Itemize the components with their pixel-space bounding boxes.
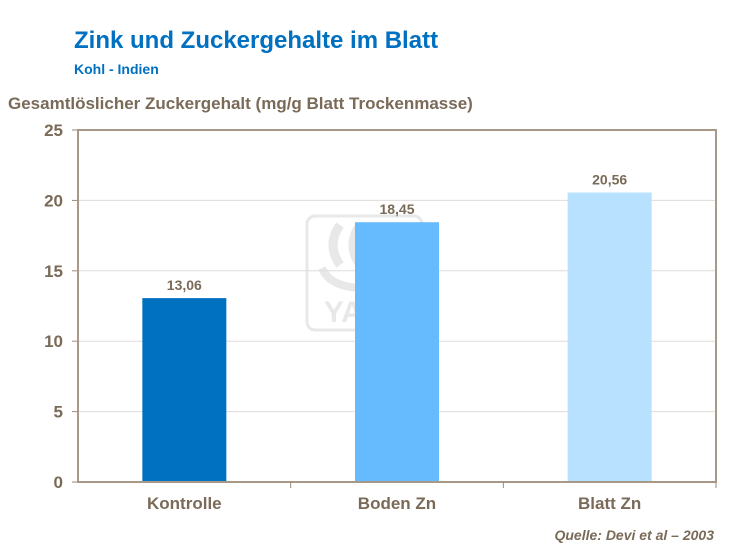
chart-title: Zink und Zuckergehalte im Blatt <box>74 27 439 54</box>
data-label: 13,06 <box>167 277 202 293</box>
x-tick-label: Blatt Zn <box>578 494 641 513</box>
data-label: 18,45 <box>379 201 414 217</box>
plot-area-border <box>77 129 717 483</box>
chart-subtitle: Kohl - Indien <box>74 61 159 77</box>
y-tick-label: 25 <box>44 121 63 140</box>
x-tick-label: Boden Zn <box>358 494 436 513</box>
y-axis-label: Gesamtlöslicher Zuckergehalt (mg/g Blatt… <box>8 94 473 113</box>
bar <box>355 222 439 482</box>
data-label: 20,56 <box>592 172 627 188</box>
x-tick-label: Kontrolle <box>147 494 222 513</box>
bar <box>142 298 227 482</box>
y-tick-label: 0 <box>54 473 63 492</box>
y-tick-label: 15 <box>44 262 63 281</box>
y-tick-label: 20 <box>44 191 63 210</box>
source-note: Quelle: Devi et al – 2003 <box>554 527 714 543</box>
y-tick-label: 5 <box>54 403 63 422</box>
y-tick-label: 10 <box>44 332 63 351</box>
bar <box>567 192 652 482</box>
